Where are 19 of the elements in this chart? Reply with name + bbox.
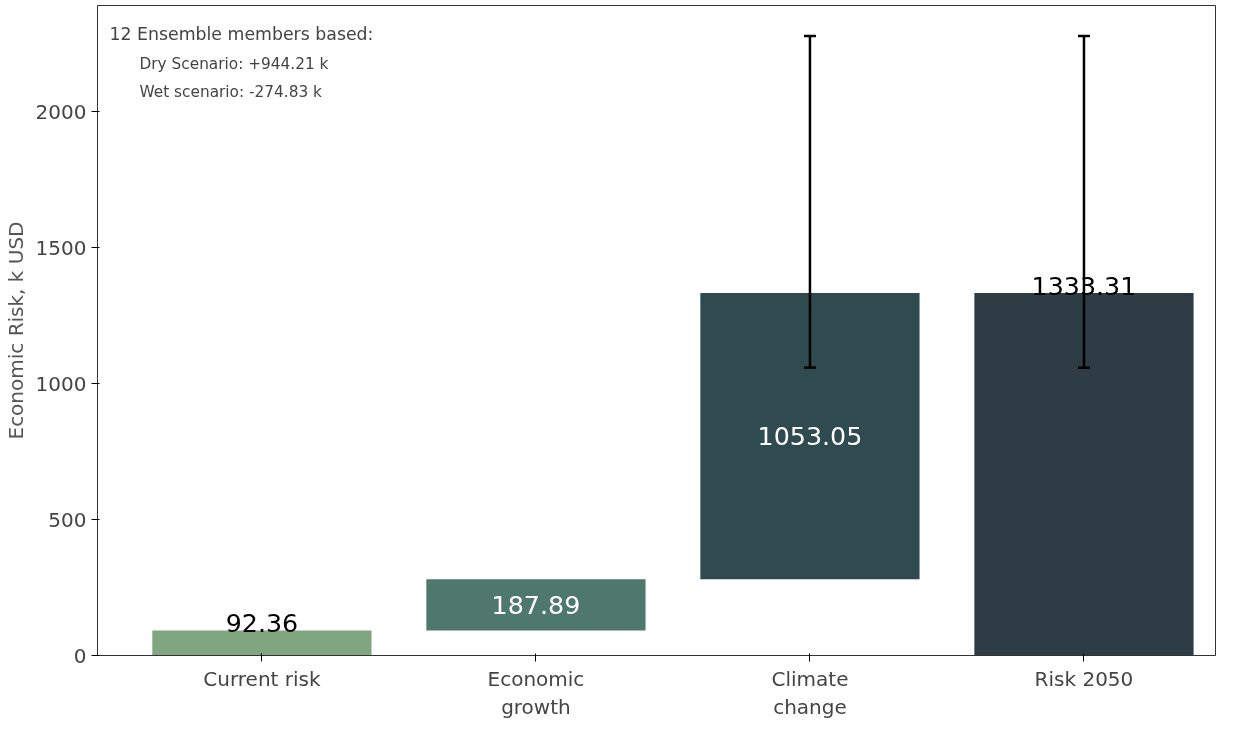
annotation: 12 Ensemble members based: bbox=[109, 23, 374, 44]
annotation: Dry Scenario: +944.21 k bbox=[139, 54, 329, 73]
data-label: 187.89 bbox=[491, 589, 581, 620]
y-tick-label: 2000 bbox=[35, 99, 87, 124]
annotation: Wet scenario: -274.83 k bbox=[139, 82, 323, 101]
y-axis-title: Economic Risk, k USD bbox=[3, 221, 28, 440]
y-tick-label: 1500 bbox=[35, 235, 87, 260]
x-tick-label: Risk 2050 bbox=[1034, 666, 1134, 691]
data-label: 1053.05 bbox=[757, 421, 863, 452]
y-tick-label: 1000 bbox=[35, 371, 87, 396]
x-tick-label: Climate change bbox=[771, 666, 849, 720]
x-tick-label: Current risk bbox=[203, 666, 321, 691]
bar bbox=[152, 630, 372, 656]
x-tick-label: Economic growth bbox=[487, 666, 585, 720]
bar bbox=[426, 579, 646, 631]
y-tick-label: 500 bbox=[48, 507, 87, 532]
bar bbox=[700, 292, 920, 580]
data-label: 92.36 bbox=[225, 608, 299, 639]
y-tick-label: 0 bbox=[73, 643, 87, 668]
